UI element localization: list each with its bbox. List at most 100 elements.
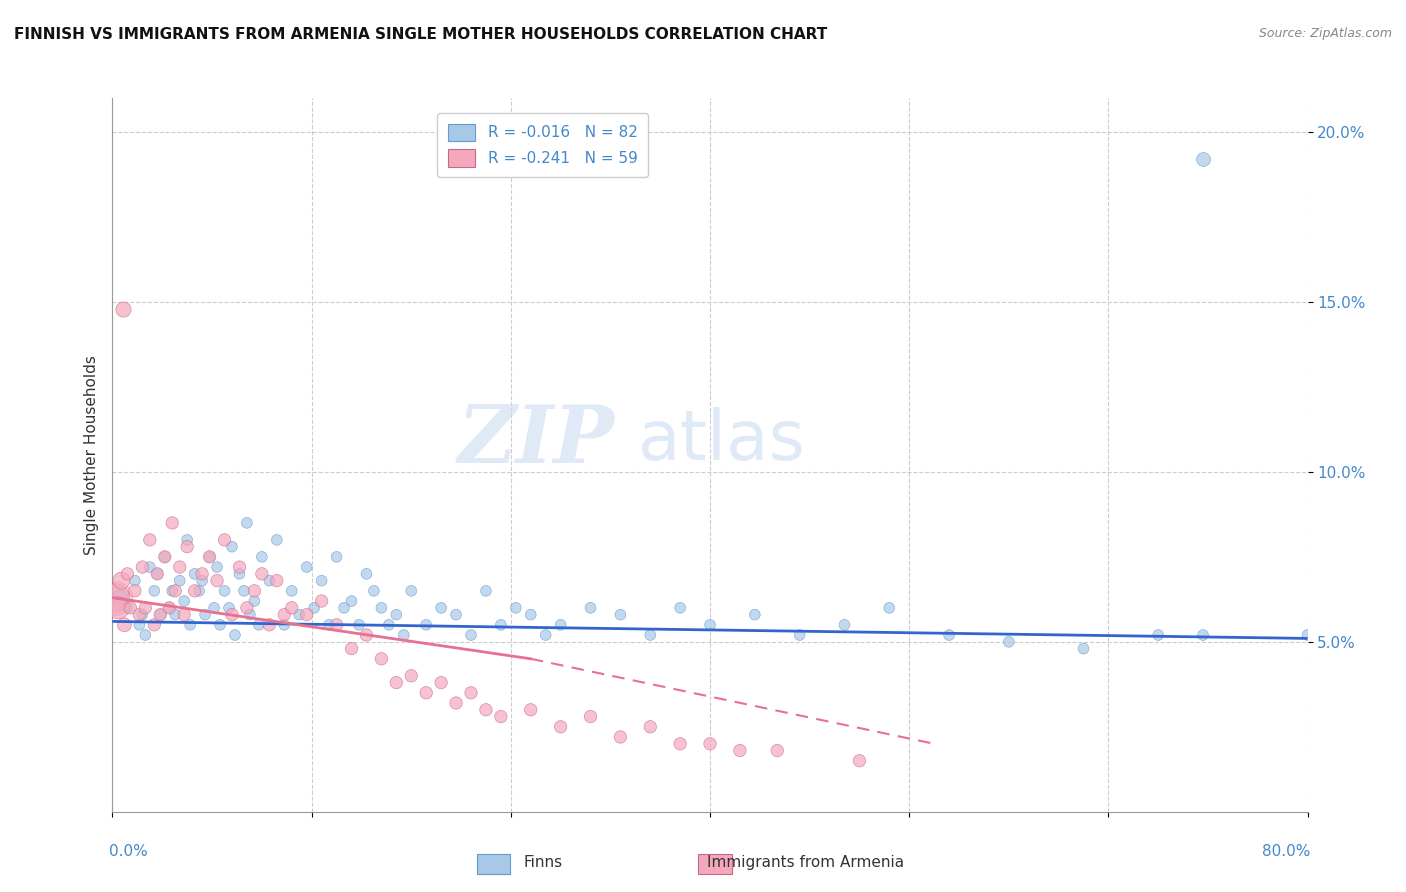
Point xyxy=(638,720,662,734)
Point xyxy=(430,675,453,690)
Point xyxy=(232,583,256,598)
Point xyxy=(107,600,129,615)
Point xyxy=(104,591,127,605)
Point xyxy=(550,720,572,734)
Point xyxy=(236,600,259,615)
Point xyxy=(149,607,172,622)
Point xyxy=(370,652,392,666)
Point xyxy=(938,628,960,642)
Point xyxy=(295,560,318,574)
Point xyxy=(325,617,347,632)
Point xyxy=(188,583,211,598)
Point xyxy=(609,607,631,622)
Point xyxy=(162,516,183,530)
Point xyxy=(117,566,139,581)
Point xyxy=(415,686,437,700)
Text: ZIP: ZIP xyxy=(457,402,614,479)
Point xyxy=(766,743,789,757)
Point xyxy=(302,600,325,615)
Point xyxy=(669,737,692,751)
Point xyxy=(259,617,281,632)
Point xyxy=(295,607,318,622)
Point xyxy=(214,583,236,598)
Point xyxy=(744,607,766,622)
Point xyxy=(165,583,187,598)
Point xyxy=(243,583,266,598)
Point xyxy=(520,607,543,622)
Point xyxy=(579,600,602,615)
Point xyxy=(117,600,139,615)
Point xyxy=(179,617,201,632)
Point xyxy=(1073,641,1095,656)
Point xyxy=(124,583,146,598)
Point xyxy=(318,617,340,632)
Point xyxy=(221,540,243,554)
Point xyxy=(131,560,153,574)
Point xyxy=(489,709,512,723)
Point xyxy=(146,566,169,581)
Point xyxy=(250,566,273,581)
Point xyxy=(259,574,281,588)
Point xyxy=(273,607,295,622)
FancyBboxPatch shape xyxy=(477,855,510,874)
Point xyxy=(208,617,231,632)
Point xyxy=(475,583,498,598)
Point xyxy=(356,628,378,642)
Point xyxy=(266,574,288,588)
Point xyxy=(789,628,811,642)
Point xyxy=(173,607,195,622)
FancyBboxPatch shape xyxy=(697,855,731,874)
Y-axis label: Single Mother Households: Single Mother Households xyxy=(83,355,98,555)
Point xyxy=(347,617,370,632)
Point xyxy=(834,617,856,632)
Point xyxy=(401,583,423,598)
Point xyxy=(104,591,127,605)
Point xyxy=(169,560,191,574)
Text: 80.0%: 80.0% xyxy=(1263,844,1310,859)
Point xyxy=(460,686,482,700)
Point xyxy=(266,533,288,547)
Point xyxy=(157,600,180,615)
Point xyxy=(198,549,221,564)
Point xyxy=(191,566,214,581)
Point xyxy=(415,617,437,632)
Point xyxy=(120,600,142,615)
Point xyxy=(111,301,134,316)
Point xyxy=(153,549,176,564)
Point xyxy=(1147,628,1170,642)
Point xyxy=(579,709,602,723)
Point xyxy=(728,743,751,757)
Point xyxy=(224,628,246,642)
Point xyxy=(340,641,363,656)
Point xyxy=(288,607,311,622)
Text: 0.0%: 0.0% xyxy=(110,844,148,859)
Point xyxy=(218,600,240,615)
Point xyxy=(228,560,250,574)
Point xyxy=(214,533,236,547)
Point xyxy=(205,560,228,574)
Point xyxy=(281,583,304,598)
Point xyxy=(311,574,333,588)
Text: Finns: Finns xyxy=(523,855,562,870)
Point xyxy=(236,516,259,530)
Point xyxy=(202,600,225,615)
Point xyxy=(444,607,467,622)
Point xyxy=(108,591,131,605)
Point xyxy=(430,600,453,615)
Point xyxy=(520,703,543,717)
Point xyxy=(669,600,692,615)
Point xyxy=(699,617,721,632)
Point xyxy=(176,533,198,547)
Point xyxy=(139,533,162,547)
Point xyxy=(162,583,183,598)
Point xyxy=(325,549,347,564)
Point xyxy=(370,600,392,615)
Point xyxy=(169,574,191,588)
Point xyxy=(191,574,214,588)
Point xyxy=(385,607,408,622)
Point xyxy=(183,583,205,598)
Legend: R = -0.016   N = 82, R = -0.241   N = 59: R = -0.016 N = 82, R = -0.241 N = 59 xyxy=(437,113,648,178)
Point xyxy=(114,617,135,632)
Point xyxy=(534,628,557,642)
Point xyxy=(143,583,166,598)
